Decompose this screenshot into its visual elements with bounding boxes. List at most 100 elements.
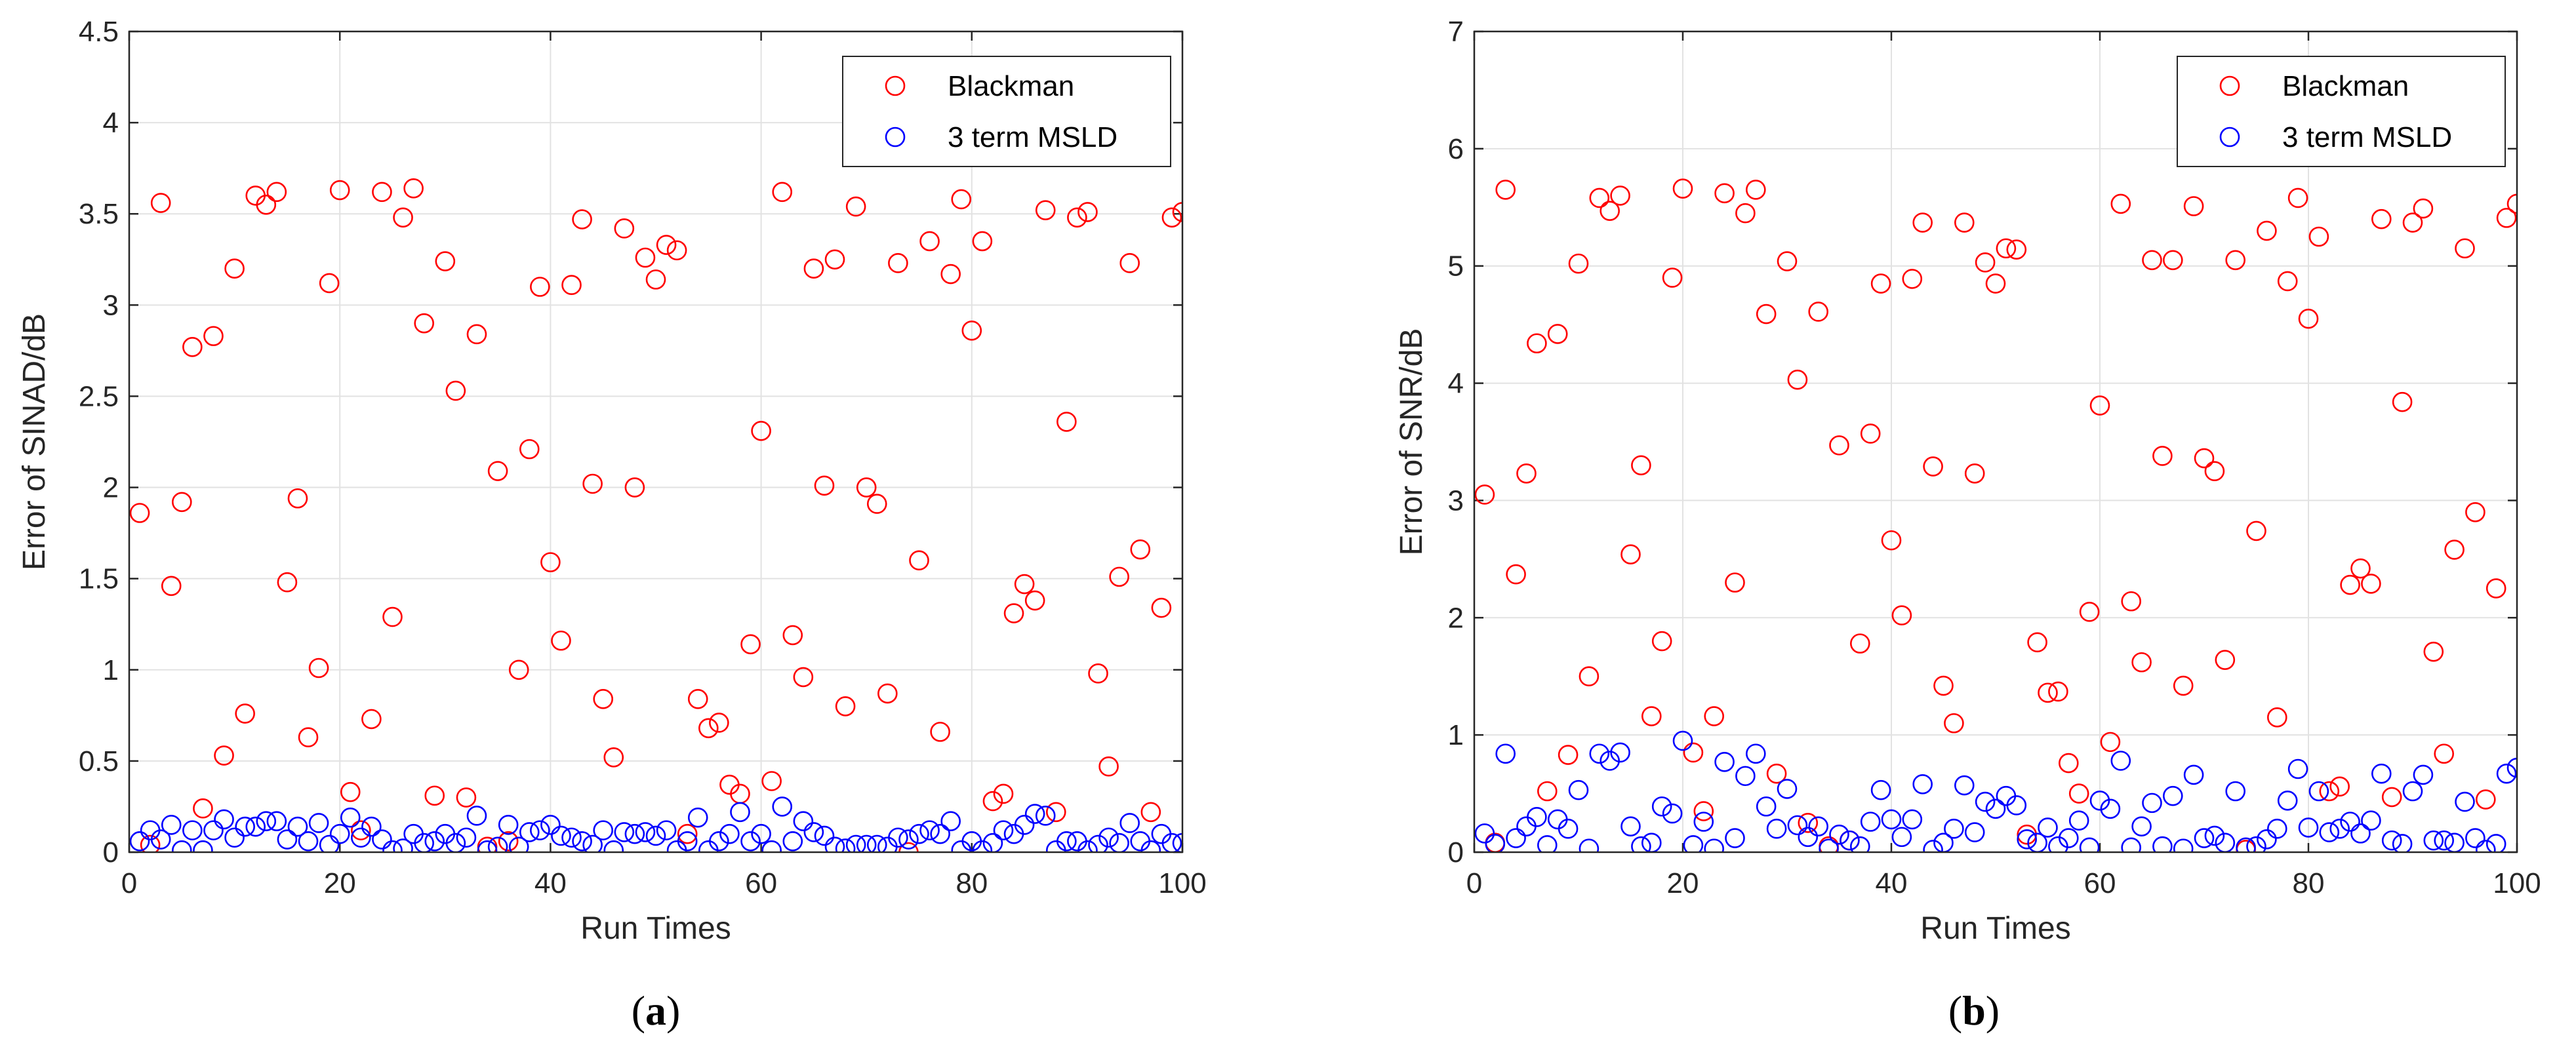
data-point xyxy=(214,809,234,830)
data-point xyxy=(666,240,687,261)
data-point xyxy=(1130,539,1151,560)
data-point xyxy=(2173,675,2194,696)
data-point xyxy=(2246,520,2266,541)
data-point xyxy=(1024,804,1045,824)
data-point xyxy=(1151,597,1172,618)
data-point xyxy=(2455,791,2475,812)
data-point xyxy=(382,606,403,627)
data-point xyxy=(1088,663,1108,684)
data-point xyxy=(1600,201,1620,221)
data-point xyxy=(2340,574,2360,595)
data-point xyxy=(1819,838,1839,853)
data-point xyxy=(551,825,571,846)
data-point xyxy=(2257,220,2277,241)
data-point xyxy=(340,781,361,802)
data-point xyxy=(2204,825,2225,846)
data-point xyxy=(1568,253,1589,274)
data-point xyxy=(266,182,287,203)
data-point xyxy=(1045,802,1066,823)
data-point xyxy=(561,827,582,848)
data-point xyxy=(909,823,929,844)
data-point xyxy=(150,829,171,850)
data-point xyxy=(1975,252,1996,273)
data-point xyxy=(1610,742,1630,763)
data-point xyxy=(1746,180,1766,200)
data-point xyxy=(1840,830,1860,851)
data-point xyxy=(519,822,540,842)
data-point xyxy=(624,477,645,498)
data-point xyxy=(224,258,245,279)
data-point xyxy=(1631,836,1651,853)
data-point xyxy=(424,785,445,806)
data-point xyxy=(1829,824,1849,845)
data-point xyxy=(161,576,182,597)
data-point xyxy=(266,811,287,832)
data-point xyxy=(2163,250,2183,271)
data-point xyxy=(2287,187,2308,208)
data-point xyxy=(877,683,898,704)
series-blackman xyxy=(129,178,1183,853)
data-point xyxy=(1870,273,1891,294)
data-point xyxy=(1902,269,1923,289)
data-point xyxy=(1109,566,1129,587)
data-point xyxy=(277,829,298,850)
axes-box xyxy=(128,30,1184,854)
data-point xyxy=(2476,789,2496,810)
data-point xyxy=(1516,463,1537,484)
y-tick-label: 3.5 xyxy=(79,198,119,230)
data-point xyxy=(456,787,477,808)
data-point xyxy=(614,218,635,239)
data-point xyxy=(2068,810,2089,831)
data-point xyxy=(140,834,161,853)
data-point xyxy=(972,840,993,853)
data-point xyxy=(1798,827,1819,848)
data-point xyxy=(393,207,413,228)
data-point xyxy=(2142,793,2162,814)
data-point xyxy=(1777,251,1798,271)
data-point xyxy=(2059,753,2079,774)
data-point xyxy=(1714,183,1735,204)
data-point xyxy=(161,814,182,835)
data-point xyxy=(1035,806,1056,826)
data-point xyxy=(888,253,908,273)
data-point xyxy=(1756,304,1777,324)
data-point xyxy=(2319,781,2340,802)
data-point xyxy=(551,630,571,651)
data-point xyxy=(940,264,961,285)
data-point xyxy=(645,825,666,846)
data-point xyxy=(519,439,540,460)
data-point xyxy=(256,195,277,215)
data-point xyxy=(772,182,793,203)
data-point xyxy=(2413,764,2434,785)
data-point xyxy=(2350,558,2371,579)
legend-box xyxy=(842,56,1171,167)
data-point xyxy=(1902,809,1923,830)
data-point xyxy=(645,269,666,290)
data-point xyxy=(2381,830,2402,851)
data-point xyxy=(2413,198,2434,219)
data-point xyxy=(1912,774,1933,795)
data-point xyxy=(2329,818,2350,839)
data-point xyxy=(2194,448,2215,469)
data-point xyxy=(2465,828,2485,848)
data-point xyxy=(456,827,477,848)
data-point xyxy=(2079,837,2100,853)
data-point xyxy=(1495,743,1516,764)
data-point xyxy=(235,816,255,837)
data-point xyxy=(2059,828,2079,848)
data-point xyxy=(1735,766,1756,787)
data-point xyxy=(2465,502,2485,522)
data-point xyxy=(845,196,866,217)
data-point xyxy=(1558,818,1579,839)
x-tick-label: 0 xyxy=(1466,867,1482,899)
data-point xyxy=(845,834,866,853)
data-point xyxy=(782,625,803,646)
data-point xyxy=(624,823,645,844)
y-tick-label: 2 xyxy=(1448,602,1464,634)
legend-box xyxy=(2177,56,2506,167)
data-point xyxy=(1631,455,1651,476)
markers-group xyxy=(1474,178,2518,853)
data-point xyxy=(1954,775,1975,796)
data-point xyxy=(930,722,950,742)
data-point xyxy=(308,813,329,833)
